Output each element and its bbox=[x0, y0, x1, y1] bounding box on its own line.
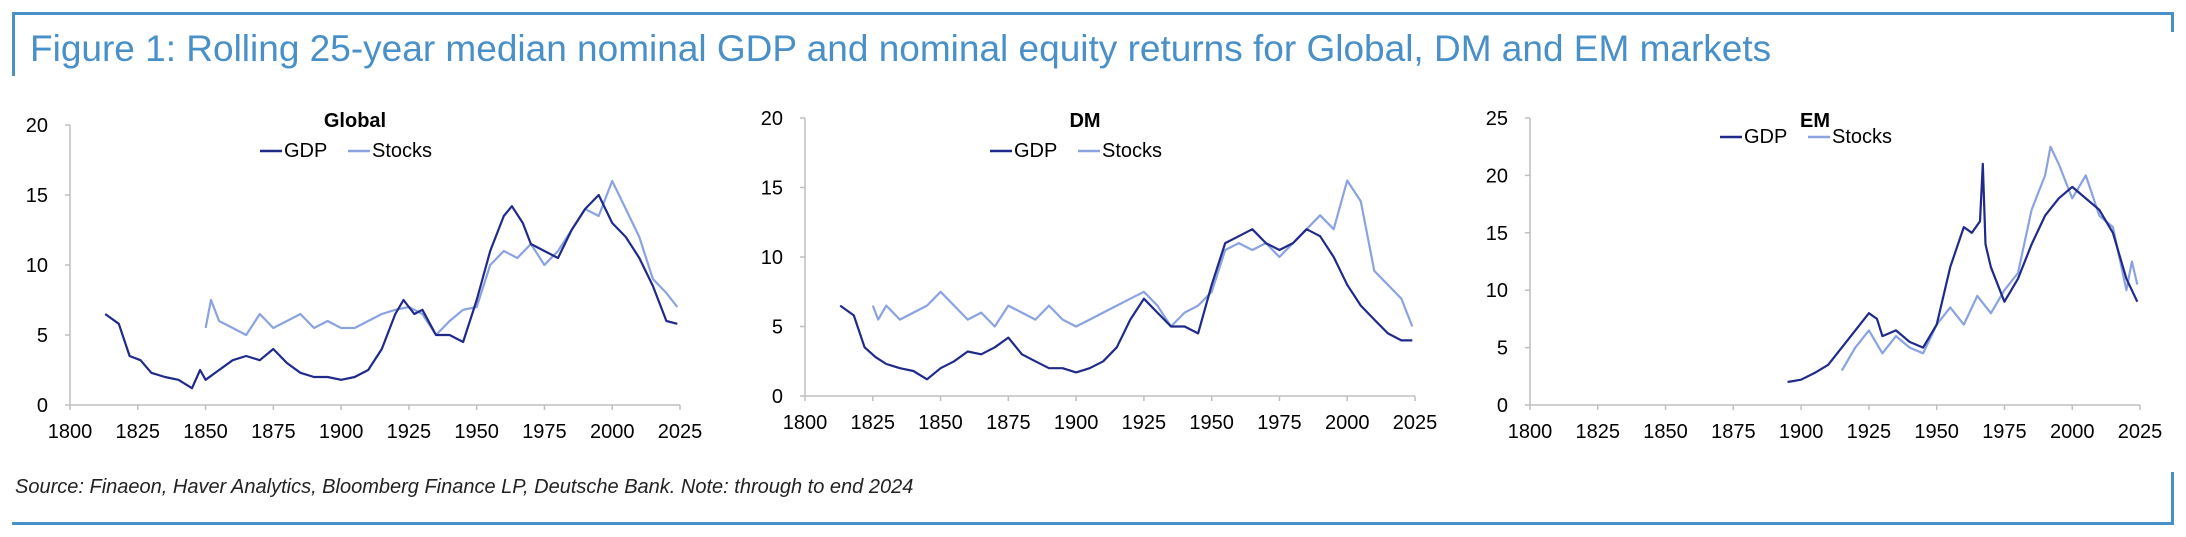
gdp-series-line bbox=[839, 228, 1413, 381]
y-tick-label: 10 bbox=[761, 247, 783, 269]
x-tick-label: 1900 bbox=[319, 421, 364, 443]
y-tick-label: 5 bbox=[37, 325, 48, 347]
x-tick-label: 2025 bbox=[1393, 412, 1438, 434]
chart-title: Global bbox=[324, 110, 386, 132]
x-tick-label: 1950 bbox=[454, 421, 499, 443]
x-tick-label: 2000 bbox=[1325, 412, 1370, 434]
x-tick-label: 2025 bbox=[658, 421, 703, 443]
x-tick-label: 1800 bbox=[48, 421, 93, 443]
stocks-series-line bbox=[1840, 145, 2139, 372]
frame-left-border bbox=[12, 12, 15, 76]
frame-top-border bbox=[12, 12, 2174, 15]
x-tick-label: 1825 bbox=[851, 412, 896, 434]
x-tick-label: 1975 bbox=[522, 421, 567, 443]
x-tick-label: 1950 bbox=[1914, 421, 1959, 443]
y-tick-label: 10 bbox=[1486, 280, 1508, 302]
y-tick-label: 5 bbox=[1497, 338, 1508, 360]
x-tick-label: 1800 bbox=[783, 412, 828, 434]
stocks-series-line bbox=[871, 179, 1414, 328]
x-tick-label: 1825 bbox=[1576, 421, 1621, 443]
x-tick-label: 2000 bbox=[590, 421, 635, 443]
y-tick-label: 20 bbox=[1486, 165, 1508, 187]
chart-global: 0 5 10 15 20 1800 1825 1850 1875 1900 1925 1950 1975… bbox=[26, 110, 703, 443]
frame-right-bottom-border bbox=[2171, 472, 2174, 524]
source-note: Source: Finaeon, Haver Analytics, Bloomb… bbox=[15, 476, 914, 498]
y-tick-label: 20 bbox=[26, 115, 48, 137]
x-tick-label: 2000 bbox=[2050, 421, 2095, 443]
y-tick-label: 10 bbox=[26, 255, 48, 277]
legend-gdp-label: GDP bbox=[284, 140, 327, 162]
chart-dm: 0 5 10 15 20 1800 1825 1850 1875 1900 1925 1950 1975… bbox=[761, 108, 1438, 434]
legend-stocks-label: Stocks bbox=[1832, 126, 1892, 148]
gdp-series-line bbox=[1787, 162, 2139, 384]
y-tick-label: 5 bbox=[772, 317, 783, 339]
x-tick-label: 1925 bbox=[1122, 412, 1167, 434]
x-tick-label: 1825 bbox=[116, 421, 161, 443]
y-tick-label: 20 bbox=[761, 108, 783, 130]
y-tick-label: 0 bbox=[772, 386, 783, 408]
frame-bottom-border bbox=[12, 522, 2174, 525]
y-tick-label: 0 bbox=[37, 395, 48, 417]
x-tick-label: 1975 bbox=[1257, 412, 1302, 434]
x-tick-label: 1900 bbox=[1779, 421, 1824, 443]
legend-gdp-label: GDP bbox=[1744, 126, 1787, 148]
y-tick-label: 0 bbox=[1497, 395, 1508, 417]
x-tick-label: 1875 bbox=[986, 412, 1031, 434]
legend-gdp-label: GDP bbox=[1014, 140, 1057, 162]
frame-right-border bbox=[2171, 12, 2174, 32]
stocks-series-line bbox=[204, 179, 679, 337]
figure-title: Figure 1: Rolling 25-year median nominal… bbox=[30, 28, 1772, 69]
x-tick-label: 1800 bbox=[1508, 421, 1553, 443]
chart-title: DM bbox=[1069, 110, 1100, 132]
x-tick-label: 1925 bbox=[1847, 421, 1892, 443]
chart-title: EM bbox=[1800, 110, 1830, 132]
x-tick-label: 1850 bbox=[918, 412, 963, 434]
gdp-series-line bbox=[104, 193, 678, 390]
legend-stocks-label: Stocks bbox=[372, 140, 432, 162]
x-tick-label: 1925 bbox=[387, 421, 432, 443]
x-tick-label: 2025 bbox=[2118, 421, 2163, 443]
x-tick-label: 1875 bbox=[251, 421, 296, 443]
x-tick-label: 1850 bbox=[1643, 421, 1688, 443]
x-tick-label: 1950 bbox=[1189, 412, 1234, 434]
y-tick-label: 15 bbox=[761, 178, 783, 200]
x-tick-label: 1875 bbox=[1711, 421, 1756, 443]
y-tick-label: 25 bbox=[1486, 108, 1508, 130]
y-tick-label: 15 bbox=[26, 185, 48, 207]
x-tick-label: 1900 bbox=[1054, 412, 1099, 434]
x-tick-label: 1975 bbox=[1982, 421, 2027, 443]
legend-stocks-label: Stocks bbox=[1102, 140, 1162, 162]
y-tick-label: 15 bbox=[1486, 223, 1508, 245]
x-tick-label: 1850 bbox=[183, 421, 228, 443]
